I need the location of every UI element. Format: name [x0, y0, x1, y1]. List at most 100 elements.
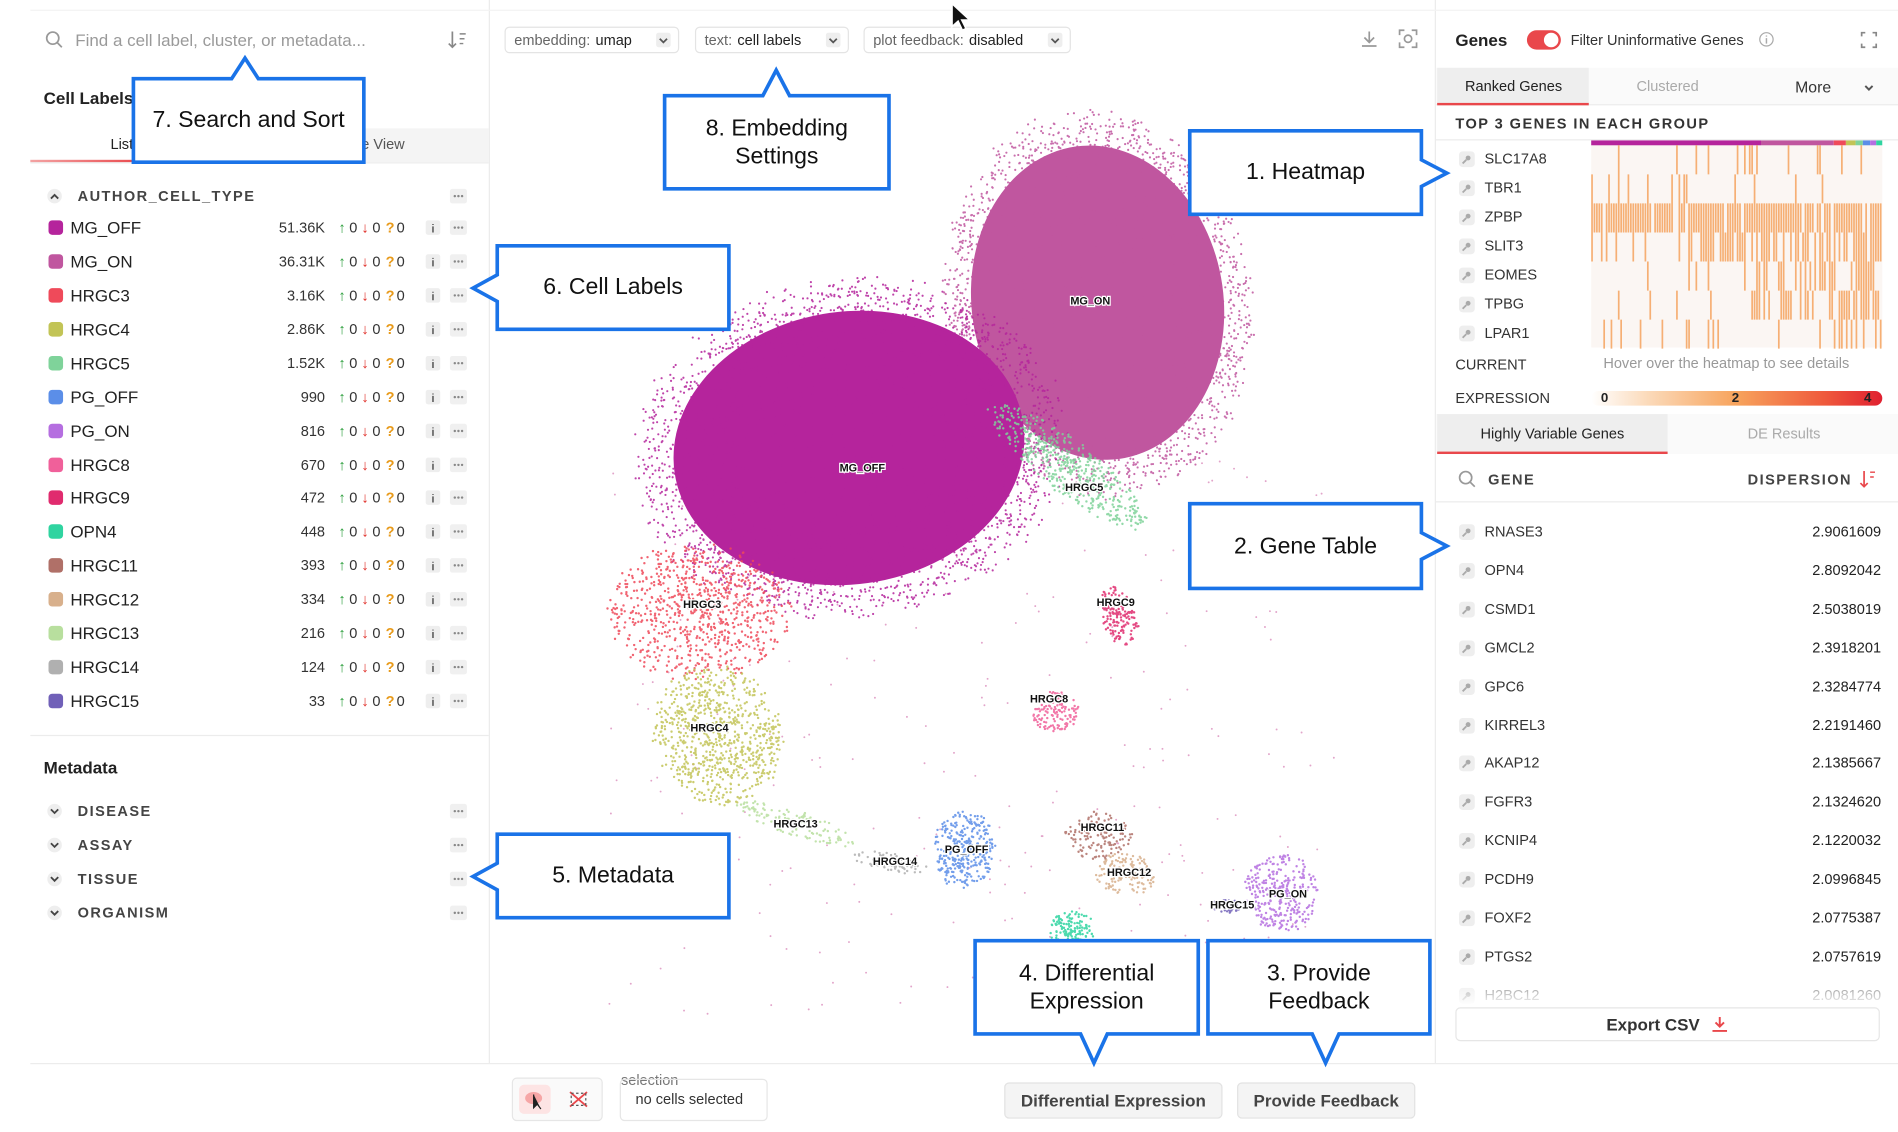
info-button[interactable]	[425, 524, 441, 540]
gene-name[interactable]: OPN4	[1484, 561, 1525, 579]
row-menu[interactable]	[449, 389, 467, 404]
row-menu[interactable]	[449, 355, 467, 371]
action-button[interactable]	[1237, 1082, 1416, 1119]
gene-icon[interactable]	[1458, 794, 1475, 811]
row-menu[interactable]	[449, 626, 467, 641]
gene-icon[interactable]	[1458, 678, 1475, 695]
row-menu[interactable]	[449, 693, 467, 709]
info-button[interactable]	[425, 355, 441, 371]
gene-icon[interactable]	[1458, 949, 1475, 965]
dispersion-sort[interactable]	[1858, 469, 1877, 491]
metadata-chevron[interactable]	[47, 837, 62, 853]
gene-icon[interactable]	[1458, 640, 1475, 656]
gene-icon[interactable]	[1458, 871, 1475, 888]
row-menu[interactable]	[449, 490, 467, 506]
metadata-menu[interactable]	[449, 803, 467, 819]
gene-icon[interactable]	[1458, 910, 1475, 927]
setting-dropdown[interactable]	[504, 26, 680, 54]
gene-name[interactable]: PCDH9	[1484, 870, 1534, 888]
label-name[interactable]: HRGC4	[70, 319, 130, 339]
gene-name[interactable]: AKAP12	[1484, 754, 1540, 772]
setting-dropdown[interactable]	[694, 26, 849, 54]
setting-dropdown[interactable]	[863, 26, 1071, 54]
gene-icon[interactable]	[1458, 717, 1475, 734]
row-menu[interactable]	[449, 321, 467, 337]
gene-icon[interactable]	[1458, 180, 1475, 197]
label-name[interactable]: HRGC14	[70, 657, 140, 677]
info-button[interactable]	[425, 626, 441, 641]
info-button[interactable]	[425, 389, 441, 404]
action-button[interactable]	[1004, 1082, 1223, 1119]
label-name[interactable]: HRGC13	[70, 623, 140, 644]
row-menu[interactable]	[449, 254, 467, 269]
label-name[interactable]: OPN4	[70, 522, 117, 542]
row-menu[interactable]	[449, 287, 467, 303]
gene-name[interactable]: RNASE3	[1484, 523, 1543, 540]
action-button-label[interactable]: Provide Feedback	[1253, 1090, 1399, 1111]
gene-name[interactable]: FGFR3	[1484, 793, 1533, 811]
gene-icon[interactable]	[1458, 325, 1475, 342]
row-menu[interactable]	[449, 558, 467, 574]
metadata-menu[interactable]	[449, 871, 467, 887]
info-button[interactable]	[425, 592, 441, 607]
tab-more[interactable]: More	[1795, 78, 1832, 97]
row-menu[interactable]	[449, 220, 467, 235]
label-name[interactable]: HRGC11	[70, 556, 138, 576]
gene-name[interactable]: FOXF2	[1484, 909, 1532, 927]
gene-icon[interactable]	[1458, 209, 1475, 226]
label-name[interactable]: PG_OFF	[70, 386, 139, 407]
label-name[interactable]: PG_ON	[70, 420, 130, 441]
label-name[interactable]: HRGC12	[70, 589, 140, 610]
metadata-menu[interactable]	[449, 837, 467, 853]
info-button[interactable]	[425, 220, 441, 235]
expand-icon[interactable]	[1860, 31, 1878, 49]
gene-name[interactable]: CSMD1	[1484, 600, 1536, 618]
gene-search-icon[interactable]	[1458, 470, 1477, 489]
label-name[interactable]: HRGC5	[70, 353, 130, 373]
gene-icon[interactable]	[1458, 151, 1475, 168]
row-menu[interactable]	[449, 659, 467, 675]
gene-icon[interactable]	[1458, 238, 1475, 255]
metadata-category[interactable]: DISEASE	[77, 802, 152, 820]
export-label[interactable]: Export CSV	[1606, 1014, 1700, 1034]
action-button-label[interactable]: Differential Expression	[1020, 1090, 1206, 1111]
info-button[interactable]	[425, 423, 441, 438]
info-button[interactable]	[425, 659, 441, 675]
info-button[interactable]	[425, 457, 441, 472]
tab-hvg[interactable]: Highly Variable Genes	[1480, 424, 1625, 442]
metadata-menu[interactable]	[449, 905, 467, 921]
metadata-category[interactable]: TISSUE	[77, 870, 139, 888]
tab-ranked-genes[interactable]: Ranked Genes	[1465, 77, 1563, 95]
info-button[interactable]	[425, 321, 441, 337]
gene-icon[interactable]	[1458, 267, 1475, 284]
sort-icon[interactable]	[446, 29, 468, 51]
row-menu[interactable]	[449, 423, 467, 438]
category-menu[interactable]	[449, 188, 467, 204]
info-button[interactable]	[425, 558, 441, 574]
gene-name[interactable]: GMCL2	[1484, 638, 1535, 656]
label-name[interactable]: MG_ON	[70, 251, 133, 272]
category-chevron[interactable]	[47, 188, 62, 204]
filter-toggle[interactable]	[1526, 30, 1563, 50]
label-name[interactable]: HRGC3	[70, 285, 130, 305]
gene-name[interactable]: GPC6	[1484, 677, 1525, 695]
info-button[interactable]	[425, 287, 441, 303]
row-menu[interactable]	[449, 524, 467, 540]
gene-icon[interactable]	[1458, 755, 1475, 772]
metadata-chevron[interactable]	[47, 803, 62, 819]
info-button[interactable]	[425, 254, 441, 269]
gene-name[interactable]: KCNIP4	[1484, 831, 1538, 849]
label-name[interactable]: HRGC15	[70, 691, 140, 711]
label-name[interactable]: HRGC9	[70, 488, 130, 508]
search-input[interactable]: Find a cell label, cluster, or metadata.…	[75, 30, 366, 50]
tab-clustered[interactable]: Clustered	[1636, 77, 1699, 95]
row-menu[interactable]	[449, 592, 467, 607]
label-name[interactable]: MG_OFF	[70, 217, 142, 238]
tab-de-results[interactable]: DE Results	[1747, 424, 1821, 442]
info-button[interactable]	[425, 693, 441, 709]
gene-icon[interactable]	[1458, 562, 1475, 579]
box-tool[interactable]	[565, 1087, 592, 1111]
gene-icon[interactable]	[1458, 833, 1475, 849]
metadata-chevron[interactable]	[47, 905, 62, 921]
gene-icon[interactable]	[1458, 524, 1475, 540]
